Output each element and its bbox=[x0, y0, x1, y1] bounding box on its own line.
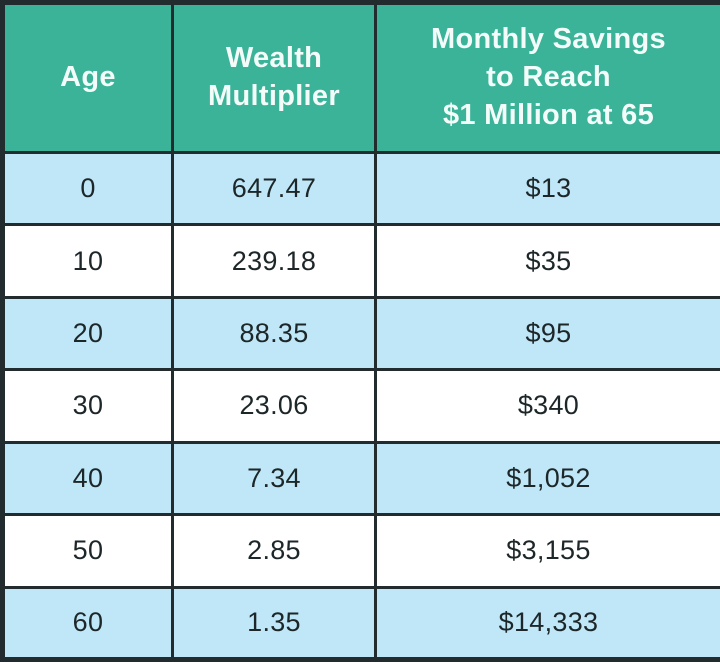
cell-savings: $95 bbox=[374, 295, 720, 372]
cell-savings: $13 bbox=[374, 150, 720, 227]
header-wealth-multiplier: Wealth Multiplier bbox=[171, 1, 377, 154]
cell-age: 20 bbox=[1, 295, 174, 372]
table-row: 10 239.18 $35 bbox=[1, 223, 720, 299]
cell-savings: $1,052 bbox=[374, 440, 720, 517]
cell-age: 10 bbox=[1, 223, 174, 299]
cell-multiplier: 2.85 bbox=[171, 513, 377, 589]
cell-multiplier: 88.35 bbox=[171, 295, 377, 372]
table-row: 40 7.34 $1,052 bbox=[1, 440, 720, 517]
cell-multiplier: 239.18 bbox=[171, 223, 377, 299]
cell-age: 0 bbox=[1, 150, 174, 227]
header-monthly-savings: Monthly Savings to Reach $1 Million at 6… bbox=[374, 1, 720, 154]
cell-age: 60 bbox=[1, 585, 174, 662]
cell-savings: $340 bbox=[374, 368, 720, 444]
cell-age: 40 bbox=[1, 440, 174, 517]
cell-multiplier: 647.47 bbox=[171, 150, 377, 227]
table-row: 30 23.06 $340 bbox=[1, 368, 720, 444]
table-row: 50 2.85 $3,155 bbox=[1, 513, 720, 589]
table-row: 20 88.35 $95 bbox=[1, 295, 720, 372]
cell-savings: $3,155 bbox=[374, 513, 720, 589]
header-row: Age Wealth Multiplier Monthly Savings to… bbox=[1, 1, 720, 154]
cell-age: 30 bbox=[1, 368, 174, 444]
cell-multiplier: 7.34 bbox=[171, 440, 377, 517]
cell-multiplier: 23.06 bbox=[171, 368, 377, 444]
table-header: Age Wealth Multiplier Monthly Savings to… bbox=[1, 1, 720, 154]
table-body: 0 647.47 $13 10 239.18 $35 20 88.35 $95 … bbox=[1, 150, 720, 662]
cell-savings: $35 bbox=[374, 223, 720, 299]
table-row: 60 1.35 $14,333 bbox=[1, 585, 720, 662]
cell-age: 50 bbox=[1, 513, 174, 589]
cell-savings: $14,333 bbox=[374, 585, 720, 662]
cell-multiplier: 1.35 bbox=[171, 585, 377, 662]
table-row: 0 647.47 $13 bbox=[1, 150, 720, 227]
header-age: Age bbox=[1, 1, 174, 154]
